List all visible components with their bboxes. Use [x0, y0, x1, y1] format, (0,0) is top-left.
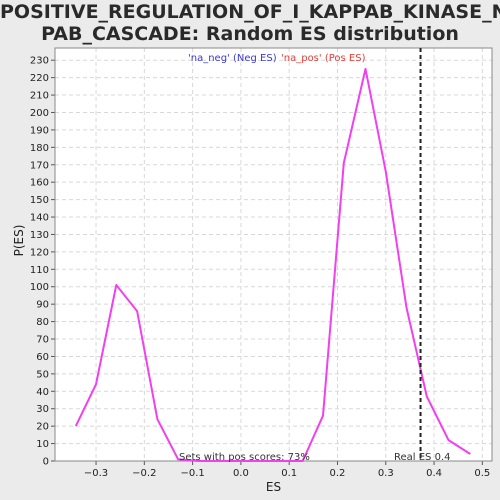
grid-lines — [55, 48, 492, 462]
y-tick-label: 140 — [30, 213, 49, 224]
x-tick-label: 0.4 — [426, 468, 442, 479]
y-tick-label: 170 — [30, 160, 49, 171]
y-tick-label: 210 — [30, 91, 49, 102]
x-axis-title: ES — [266, 480, 281, 494]
series-layer — [74, 67, 471, 462]
y-tick-label: 230 — [30, 56, 49, 67]
y-tick-label: 130 — [30, 230, 49, 241]
chart-title-line-1: POSITIVE_REGULATION_OF_I_KAPPAB_KINASE_N… — [0, 1, 500, 23]
y-tick-label: 190 — [30, 125, 49, 136]
es-distribution-line — [74, 67, 471, 462]
x-tick-label: 0.0 — [233, 468, 249, 479]
x-tick-label: −0.2 — [132, 468, 156, 479]
y-tick-label: 30 — [36, 404, 49, 415]
x-tick-label: 0.5 — [474, 468, 490, 479]
y-tick-label: 200 — [30, 108, 49, 119]
y-tick-label: 50 — [36, 369, 49, 380]
y-tick-label: 0 — [43, 457, 49, 468]
y-tick-label: 80 — [36, 317, 49, 328]
chart-title-line-2: PAB_CASCADE: Random ES distribution — [41, 23, 459, 45]
legend-entry-neg: 'na_neg' (Neg ES) — [188, 53, 277, 64]
y-tick-label: 20 — [36, 422, 49, 433]
y-tick-label: 150 — [30, 195, 49, 206]
y-tick-label: 180 — [30, 143, 49, 154]
axes: 0 10 20 30 40 50 60 70 80 90 100 110 120 130 140 150 160… — [30, 47, 493, 479]
x-tick-label: 0.2 — [330, 468, 346, 479]
real-es-label: Real ES 0.4 — [394, 452, 450, 463]
x-tick-label: 0.3 — [378, 468, 394, 479]
y-tick-label: 110 — [30, 265, 49, 276]
y-tick-label: 220 — [30, 73, 49, 84]
x-tick-label: −0.3 — [84, 468, 108, 479]
y-axis-title: P(ES) — [12, 225, 26, 257]
y-tick-label: 60 — [36, 352, 49, 363]
pos-scores-annotation: Sets with pos scores: 73% — [179, 452, 310, 463]
plot-area — [55, 48, 492, 461]
y-tick-label: 70 — [36, 335, 49, 346]
x-tick-label: −0.1 — [180, 468, 204, 479]
y-tick-label: 10 — [36, 439, 49, 450]
y-tick-label: 90 — [36, 300, 49, 311]
x-tick-label: 0.1 — [281, 468, 297, 479]
y-tick-label: 100 — [30, 282, 49, 293]
y-tick-label: 120 — [30, 247, 49, 258]
y-tick-label: 40 — [36, 387, 49, 398]
y-tick-label: 160 — [30, 178, 49, 189]
legend-entry-pos: 'na_pos' (Pos ES) — [281, 53, 366, 64]
